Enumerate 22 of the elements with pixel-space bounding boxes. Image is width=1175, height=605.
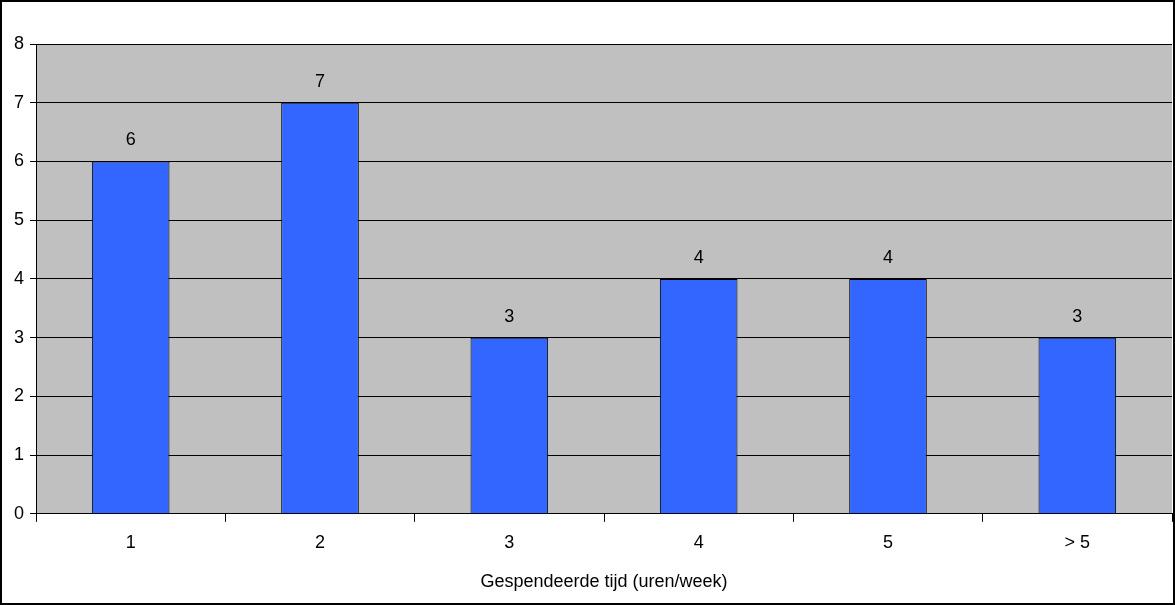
y-tick-label: 1 bbox=[14, 444, 25, 465]
data-label: 4 bbox=[693, 246, 704, 267]
x-tick-label: 4 bbox=[693, 531, 704, 552]
x-tick-label: 5 bbox=[882, 531, 894, 552]
y-tick-label: 2 bbox=[14, 385, 25, 406]
x-tick-label: > 5 bbox=[1064, 531, 1091, 552]
y-tick-label: 6 bbox=[14, 150, 25, 171]
y-tick-label: 4 bbox=[14, 267, 25, 288]
x-tick-label: 3 bbox=[504, 531, 515, 552]
x-tick-label: 1 bbox=[125, 531, 136, 552]
y-tick-label: 3 bbox=[14, 326, 25, 347]
data-label: 3 bbox=[504, 305, 515, 326]
data-label: 4 bbox=[882, 246, 894, 267]
y-tick-label: 5 bbox=[14, 209, 25, 230]
y-tick-label: 0 bbox=[14, 502, 25, 523]
y-tick-label: 8 bbox=[14, 32, 25, 53]
x-axis-title: Gespendeerde tijd (uren/week) bbox=[480, 571, 728, 592]
x-tick-label: 2 bbox=[315, 531, 326, 552]
data-label: 3 bbox=[1072, 305, 1083, 326]
data-label: 7 bbox=[315, 70, 326, 91]
y-tick-label: 7 bbox=[14, 91, 25, 112]
data-label: 6 bbox=[125, 129, 136, 150]
